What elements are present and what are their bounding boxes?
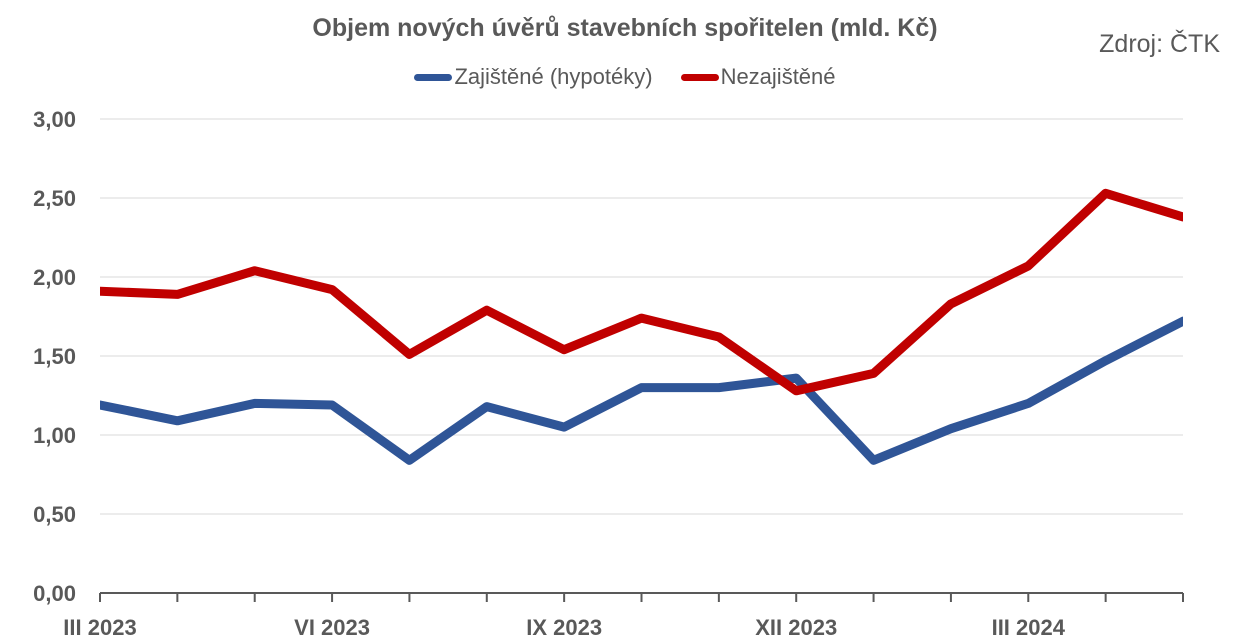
- y-tick-label: 0,50: [33, 502, 76, 527]
- series-line-unsecured: [100, 188, 1183, 396]
- x-tick-label: III 2023: [63, 615, 136, 640]
- y-tick-label: 2,00: [33, 265, 76, 290]
- y-tick-label: 3,00: [33, 107, 76, 132]
- y-tick-label: 1,00: [33, 423, 76, 448]
- legend-label-unsecured: Nezajištěné: [720, 64, 836, 89]
- legend-swatch-secured: [414, 73, 453, 81]
- y-tick-label: 0,00: [33, 581, 76, 606]
- y-tick-label: 2,50: [33, 186, 76, 211]
- series-line-secured: [100, 316, 1183, 465]
- chart-legend: Zajištěné (hypotéky) Nezajištěné: [0, 64, 1250, 90]
- legend-label-secured: Zajištěné (hypotéky): [454, 64, 653, 89]
- legend-swatch-unsecured: [680, 73, 719, 81]
- x-tick-label: VI 2023: [294, 615, 370, 640]
- x-tick-label: IX 2023: [526, 615, 602, 640]
- y-tick-label: 1,50: [33, 344, 76, 369]
- x-tick-label: XII 2023: [755, 615, 837, 640]
- x-tick-label: III 2024: [992, 615, 1066, 640]
- chart-title: Objem nových úvěrů stavebních spořitelen…: [312, 14, 938, 42]
- source-label: Zdroj: ČTK: [1099, 30, 1220, 58]
- legend-item-secured: Zajištěné (hypotéky): [414, 64, 653, 90]
- legend-item-unsecured: Nezajištěné: [680, 64, 836, 90]
